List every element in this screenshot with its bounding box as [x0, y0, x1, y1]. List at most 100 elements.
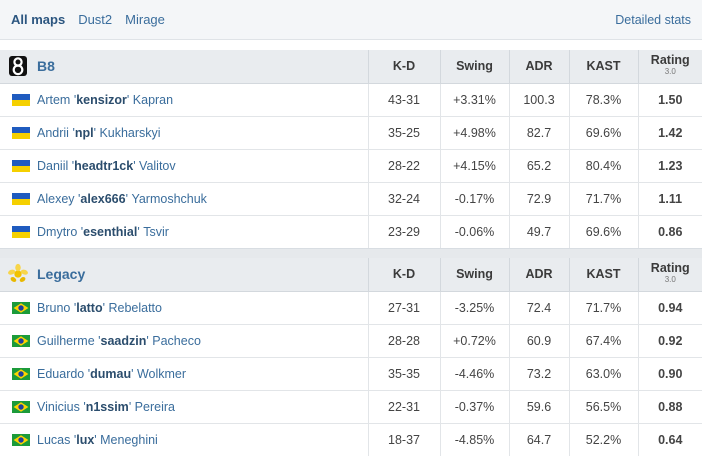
adr-value: 82.7: [508, 116, 569, 150]
player-nickname: alex666: [80, 191, 126, 206]
detailed-stats-link[interactable]: Detailed stats: [615, 13, 691, 27]
adr-value: 100.3: [508, 83, 569, 117]
player-first-name: Bruno: [37, 300, 71, 315]
adr-value: 72.4: [508, 291, 569, 325]
rating-header: Rating 3.0: [637, 50, 702, 84]
kd-value: 23-29: [367, 215, 440, 248]
player-row: Alexey ' alex666 ' Yarmoshchuk 32-24 -0.17% 7…: [0, 182, 702, 216]
player-link[interactable]: Eduardo ' dumau ' Wolkmer: [0, 367, 368, 381]
player-link[interactable]: Lucas ' lux ' Meneghini: [0, 433, 368, 447]
team-logo[interactable]: [7, 263, 29, 285]
team-info: B8: [0, 55, 368, 77]
player-link[interactable]: Vinicius ' n1ssim ' Pereira: [0, 400, 368, 414]
quote-close: ': [137, 224, 144, 239]
kast-value: 71.7%: [568, 182, 638, 216]
kd-value: 22-31: [367, 390, 440, 424]
kast-value: 78.3%: [568, 83, 638, 117]
player-last-name: Valitov: [139, 158, 176, 173]
player-row: Guilherme ' saadzin ' Pacheco 28-28 +0.72% 60…: [0, 324, 702, 358]
player-last-name: Kapran: [132, 92, 174, 107]
quote-open: ': [68, 158, 75, 173]
player-link[interactable]: Alexey ' alex666 ' Yarmoshchuk: [0, 192, 368, 206]
quote-open: ': [94, 333, 101, 348]
kd-value: 35-25: [367, 116, 440, 150]
kd-header: K-D: [367, 258, 440, 292]
player-first-name: Alexey: [37, 191, 75, 206]
tab-all-maps[interactable]: All maps: [11, 12, 66, 27]
brazil-flag-icon: [12, 433, 30, 446]
team-name[interactable]: B8: [37, 58, 55, 75]
kast-value: 63.0%: [568, 357, 638, 391]
kd-value: 35-35: [367, 357, 440, 391]
player-last-name: Tsvir: [143, 224, 169, 239]
quote-open: ': [70, 300, 77, 315]
rating-value: 0.86: [637, 215, 702, 248]
tab-mirage[interactable]: Mirage: [125, 12, 165, 27]
brazil-flag-icon: [12, 334, 30, 347]
kast-value: 80.4%: [568, 149, 638, 183]
team-stats-table: Legacy K-D Swing ADR KAST Rating 3.0 Bruno ' la…: [0, 258, 702, 456]
rating-value: 0.88: [637, 390, 702, 424]
adr-value: 49.7: [508, 215, 569, 248]
rating-value: 1.23: [637, 149, 702, 183]
quote-close: ': [128, 399, 135, 414]
team-cell: Legacy: [0, 258, 368, 292]
player-link[interactable]: Andrii ' npl ' Kukharskyi: [0, 126, 368, 140]
player-row: Bruno ' latto ' Rebelatto 27-31 -3.25% 72.4 71…: [0, 291, 702, 325]
rating-value: 0.64: [637, 423, 702, 456]
player-last-name: Meneghini: [100, 432, 158, 447]
adr-value: 64.7: [508, 423, 569, 456]
adr-value: 60.9: [508, 324, 569, 358]
kast-value: 71.7%: [568, 291, 638, 325]
ukraine-flag-icon: [12, 225, 30, 238]
player-nickname: npl: [74, 125, 94, 140]
player-last-name: Pacheco: [152, 333, 201, 348]
legacy-logo-icon: [8, 264, 28, 283]
quote-close: ': [125, 191, 132, 206]
rating-header-label: Rating 3.0: [639, 54, 702, 77]
quote-close: ': [131, 366, 137, 381]
rating-version: 3.0: [664, 275, 676, 285]
quote-open: ': [84, 366, 91, 381]
swing-value: -0.37%: [439, 390, 509, 424]
player-link[interactable]: Bruno ' latto ' Rebelatto: [0, 301, 368, 315]
swing-value: +4.98%: [439, 116, 509, 150]
player-row: Dmytro ' esenthial ' Tsvir 23-29 -0.06% 49.7 6…: [0, 215, 702, 248]
team-header-row: B8 K-D Swing ADR KAST Rating 3.0: [0, 50, 702, 84]
swing-header: Swing: [439, 50, 509, 84]
player-last-name: Yarmoshchuk: [131, 191, 207, 206]
stats-tables: B8 K-D Swing ADR KAST Rating 3.0 Artem ' kensiz…: [0, 50, 702, 456]
team-logo[interactable]: [7, 55, 29, 77]
quote-open: ': [77, 224, 84, 239]
player-row: Lucas ' lux ' Meneghini 18-37 -4.85% 64.7 52.2…: [0, 423, 702, 456]
team-name[interactable]: Legacy: [37, 266, 86, 283]
quote-close: ': [93, 125, 100, 140]
player-first-name: Daniil: [37, 158, 69, 173]
adr-header: ADR: [508, 50, 569, 84]
kast-value: 67.4%: [568, 324, 638, 358]
rating-value: 1.42: [637, 116, 702, 150]
tab-dust2[interactable]: Dust2: [78, 12, 113, 27]
ukraine-flag-icon: [12, 126, 30, 139]
player-last-name: Rebelatto: [108, 300, 162, 315]
b8-logo-icon: [9, 56, 27, 77]
player-link[interactable]: Guilherme ' saadzin ' Pacheco: [0, 334, 368, 348]
team-info: Legacy: [0, 263, 368, 285]
quote-open: ': [79, 399, 86, 414]
swing-value: -4.85%: [439, 423, 509, 456]
quote-close: ': [94, 432, 101, 447]
player-last-name: Pereira: [134, 399, 175, 414]
player-link[interactable]: Dmytro ' esenthial ' Tsvir: [0, 225, 368, 239]
swing-header: Swing: [439, 258, 509, 292]
player-nickname: latto: [76, 300, 103, 315]
player-cell: Vinicius ' n1ssim ' Pereira: [0, 390, 368, 424]
kd-value: 28-22: [367, 149, 440, 183]
player-row: Daniil ' headtr1ck ' Valitov 28-22 +4.15% 65.…: [0, 149, 702, 183]
quote-open: ': [68, 125, 75, 140]
player-row: Artem ' kensizor ' Kapran 43-31 +3.31% 100.3 7…: [0, 83, 702, 117]
rating-version: 3.0: [664, 67, 676, 77]
kast-value: 52.2%: [568, 423, 638, 456]
player-link[interactable]: Daniil ' headtr1ck ' Valitov: [0, 159, 368, 173]
player-link[interactable]: Artem ' kensizor ' Kapran: [0, 93, 368, 107]
player-cell: Bruno ' latto ' Rebelatto: [0, 291, 368, 325]
